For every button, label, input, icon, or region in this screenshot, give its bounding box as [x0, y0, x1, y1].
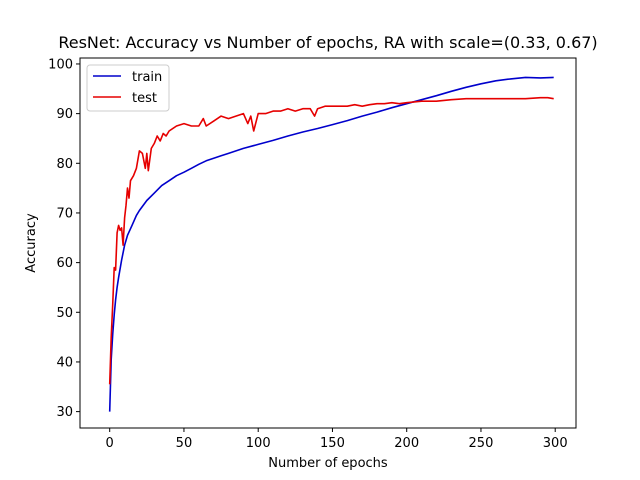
y-tick-label: 100	[48, 57, 73, 72]
series-group	[108, 76, 554, 412]
legend-label-test: test	[132, 91, 157, 106]
chart-title: ResNet: Accuracy vs Number of epochs, RA…	[58, 33, 597, 52]
x-axis-label: Number of epochs	[268, 456, 388, 471]
x-tick-label: 250	[469, 436, 494, 451]
axes-frame	[79, 57, 577, 429]
y-tick-label: 40	[56, 355, 73, 370]
x-tick-label: 200	[394, 436, 419, 451]
x-tick-label: 300	[543, 436, 568, 451]
x-tick-label: 100	[246, 436, 271, 451]
series-line-train	[108, 76, 554, 412]
legend-label-train: train	[132, 70, 162, 85]
y-tick-label: 60	[56, 256, 73, 271]
plot-area	[80, 58, 576, 428]
y-tick-label: 50	[56, 306, 73, 321]
series-line-test	[108, 96, 554, 385]
y-tick-label: 30	[56, 405, 73, 420]
legend: train test	[86, 64, 170, 112]
y-axis-label: Accuracy	[24, 213, 39, 273]
y-tick-label: 80	[56, 157, 73, 172]
x-tick-label: 50	[176, 436, 193, 451]
y-tick-label: 90	[56, 107, 73, 122]
y-tick-label: 70	[56, 206, 73, 221]
x-tick-label: 150	[320, 436, 345, 451]
y-ticks: 30 40 50 60 70 80 90 100	[48, 57, 80, 420]
x-ticks: 0 50 100 150 200 250 300	[106, 428, 568, 451]
x-tick-label: 0	[106, 436, 114, 451]
